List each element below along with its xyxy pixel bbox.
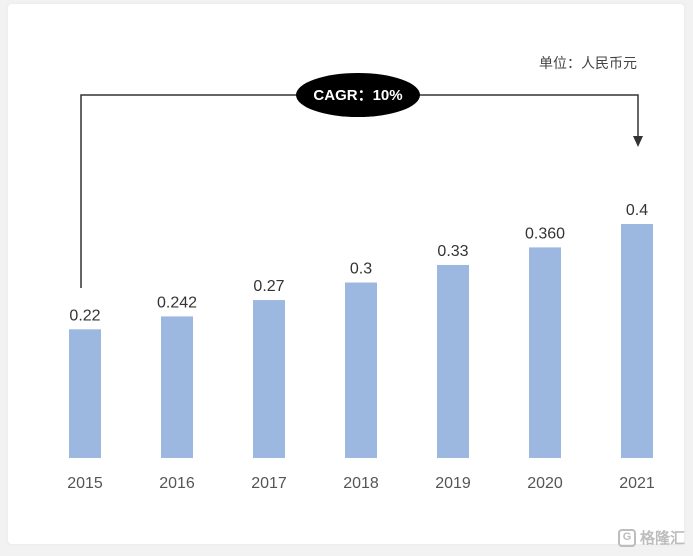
value-label-2021: 0.4 (626, 202, 648, 219)
value-label-2019: 0.33 (437, 243, 468, 260)
x-tick-label-2019: 2019 (435, 475, 471, 492)
value-label-2016: 0.242 (157, 294, 197, 311)
x-tick-label-2016: 2016 (159, 475, 195, 492)
x-tick-label-2020: 2020 (527, 475, 563, 492)
cagr-label: CAGR：10% (313, 87, 402, 104)
value-labels-layer: 0.22 0.242 0.27 0.3 0.33 0.360 0.4 (69, 202, 648, 324)
watermark: G 格隆汇 (617, 527, 685, 548)
bar-2019 (437, 264, 469, 458)
x-tick-label-2018: 2018 (343, 475, 379, 492)
bar-2020 (529, 247, 561, 458)
cagr-badge (296, 73, 420, 117)
unit-label: 单位：人民币元 (539, 55, 637, 71)
cagr-arrowhead-icon (633, 136, 643, 147)
bar-2018 (345, 282, 377, 458)
tick-labels-layer: 2015 2016 2017 2018 2019 2020 2021 (67, 475, 655, 492)
bars-layer (69, 224, 653, 458)
x-tick-label-2017: 2017 (251, 475, 287, 492)
value-label-2017: 0.27 (253, 278, 284, 295)
bar-2021 (621, 224, 653, 458)
value-label-2015: 0.22 (69, 307, 100, 324)
bar-2016 (161, 316, 193, 458)
bar-2015 (69, 329, 101, 458)
cagr-annotation: CAGR：10% (80, 73, 643, 288)
x-tick-label-2015: 2015 (67, 475, 103, 492)
watermark-text: 格隆汇 (639, 530, 685, 547)
bar-2017 (253, 300, 285, 458)
x-tick-label-2021: 2021 (619, 475, 655, 492)
value-label-2018: 0.3 (350, 261, 372, 278)
value-label-2020: 0.360 (525, 225, 565, 242)
watermark-logo-icon: G (617, 528, 636, 547)
